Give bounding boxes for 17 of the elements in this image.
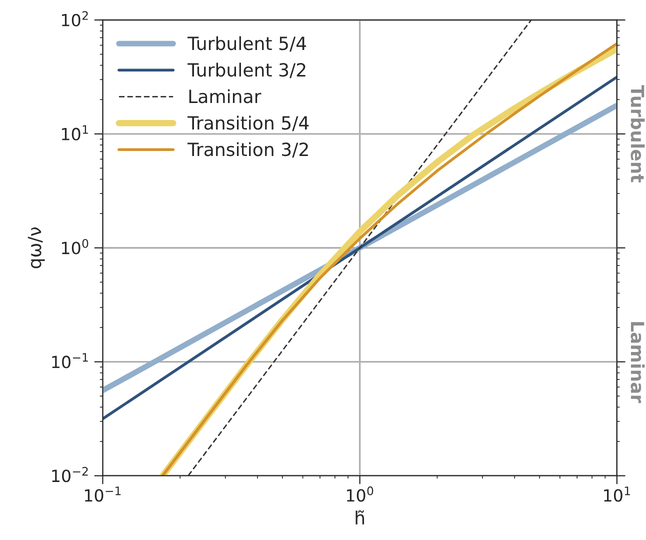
- legend-label: Transition 3/2: [188, 142, 308, 158]
- y-tick-label: 10$^{2}$: [62, 11, 88, 26]
- x-tick-label: 10$^{−1}$: [84, 486, 121, 502]
- x-axis-title: h̃: [356, 510, 364, 524]
- text: Turbulent: [630, 85, 645, 182]
- legend-label: Turbulent 3/2: [188, 62, 306, 78]
- x-tick-label: 10$^{0}$: [346, 486, 374, 502]
- y-axis-title: qω/ν: [28, 227, 45, 268]
- legend-label: Turbulent 5/4: [188, 36, 306, 52]
- x-tick-label: 10$^{1}$: [604, 486, 630, 502]
- y-tick-label: 10$^{−1}$: [52, 353, 88, 368]
- legend-label: Transition 5/4: [188, 116, 309, 132]
- y-tick-label: 10$^{1}$: [62, 125, 88, 140]
- text: Laminar: [630, 322, 645, 404]
- legend-label: Laminar: [189, 89, 262, 104]
- y-tick-label: 10$^{−2}$: [52, 466, 88, 482]
- y-tick-label: 10$^{0}$: [62, 239, 88, 254]
